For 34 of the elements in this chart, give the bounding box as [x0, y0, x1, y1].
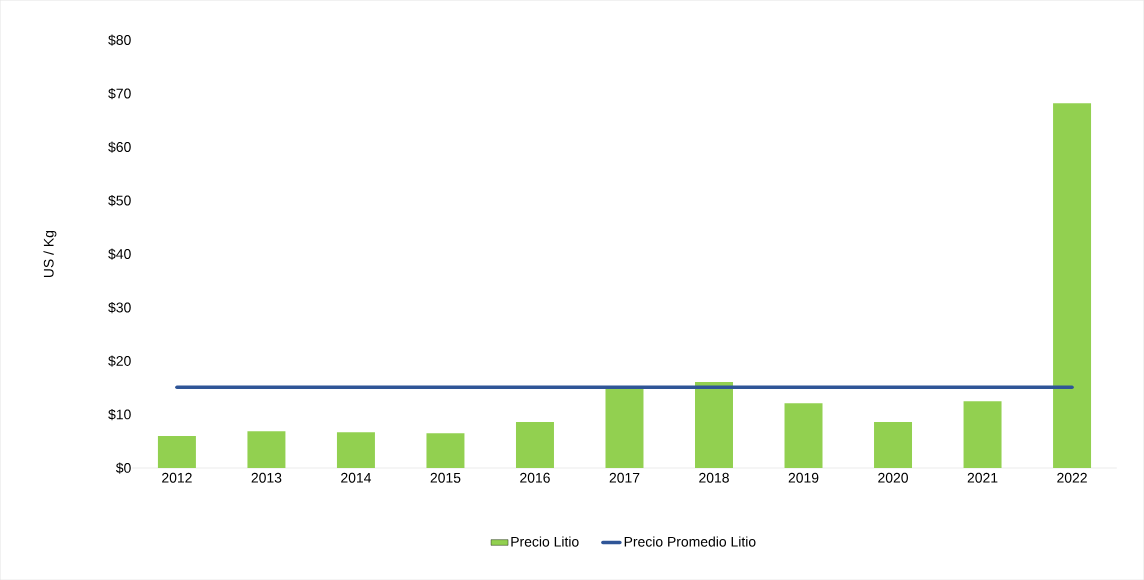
y-tick-label: $60	[108, 141, 131, 153]
x-tick-label: 2012	[162, 472, 192, 483]
x-tick-label: 2018	[699, 472, 729, 483]
y-tick-label: $40	[108, 248, 131, 260]
x-tick-label: 2017	[609, 472, 640, 483]
x-tick-label: 2014	[341, 472, 372, 483]
bar	[157, 435, 196, 468]
y-tick-label: $20	[108, 355, 131, 367]
x-tick-label: 2020	[878, 472, 908, 483]
bar	[963, 401, 1002, 468]
y-tick-label: $50	[108, 194, 131, 207]
x-tick-label: 2019	[788, 472, 819, 483]
bar	[336, 432, 375, 468]
x-tick-label: 2013	[251, 472, 282, 483]
y-tick-label: $10	[108, 408, 131, 421]
y-tick-label: $80	[108, 34, 131, 46]
y-axis-title: US / Kg	[43, 230, 57, 277]
bar	[605, 386, 644, 468]
x-tick-label: 2015	[430, 472, 461, 483]
bar	[874, 421, 913, 468]
y-tick-label: $70	[108, 87, 131, 100]
y-tick-label: $30	[108, 301, 131, 314]
bar	[784, 403, 823, 468]
x-tick-label: 2021	[967, 472, 998, 483]
bar	[1053, 103, 1092, 468]
bar	[695, 381, 733, 468]
x-tick-label: 2022	[1057, 472, 1087, 483]
y-tick-label: $0	[115, 462, 131, 474]
legend-label: Precio Promedio Litio	[624, 536, 756, 547]
bar	[247, 431, 286, 468]
bar	[426, 433, 465, 468]
x-tick-label: 2016	[520, 472, 550, 483]
legend-label: Precio Litio	[511, 536, 579, 547]
bar	[515, 421, 554, 468]
